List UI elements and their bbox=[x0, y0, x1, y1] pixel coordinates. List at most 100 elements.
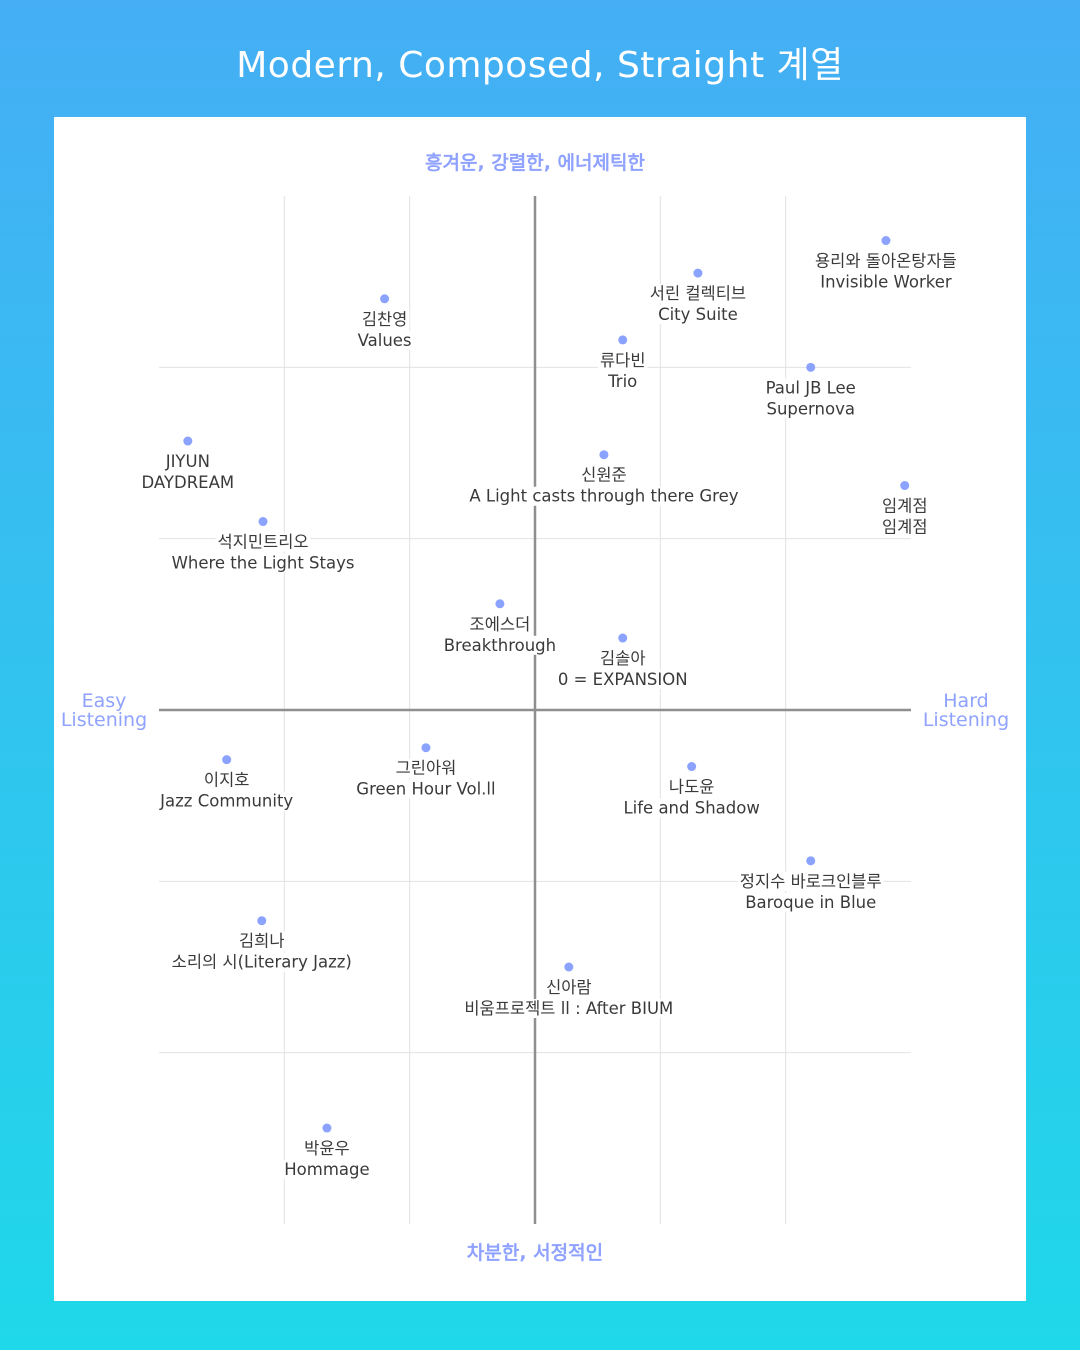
point-album-label: DAYDREAM bbox=[142, 473, 235, 492]
point-album-label: 0 = EXPANSION bbox=[558, 670, 688, 689]
point-marker bbox=[222, 755, 232, 765]
data-point[interactable]: 서린 컬렉티브 City Suite bbox=[647, 268, 749, 325]
label-background bbox=[743, 892, 879, 912]
point-marker bbox=[599, 450, 609, 460]
label-background bbox=[441, 635, 559, 655]
data-point[interactable]: 김솔아 0 = EXPANSION bbox=[555, 633, 690, 690]
data-point[interactable]: 조에스더 Breakthrough bbox=[441, 599, 559, 655]
label-background bbox=[737, 871, 884, 891]
point-artist-label: 박윤우 bbox=[304, 1139, 350, 1158]
label-background bbox=[656, 305, 740, 325]
point-artist-label: 신아람 bbox=[546, 978, 592, 997]
quadrant-chart: 흥겨운, 강렬한, 에너제틱한 차분한, 서정적인 Easy Listening… bbox=[61, 151, 1009, 1264]
point-artist-label: 김찬영 bbox=[362, 310, 408, 329]
label-background bbox=[555, 670, 690, 690]
label-background bbox=[215, 532, 311, 552]
point-album-label: City Suite bbox=[658, 305, 738, 324]
point-album-label: Supernova bbox=[766, 399, 854, 418]
chart-card: 흥겨운, 강렬한, 에너제틱한 차분한, 서정적인 Easy Listening… bbox=[54, 117, 1026, 1301]
point-marker bbox=[183, 436, 193, 446]
point-album-label: 소리의 시(Literary Jazz) bbox=[172, 953, 352, 972]
point-marker bbox=[564, 962, 574, 972]
point-album-label: A Light casts through there Grey bbox=[469, 487, 738, 506]
data-points: 용리와 돌아온탕자들 Invisible Worker 서린 컬렉티브 City Su… bbox=[139, 236, 959, 1180]
point-marker bbox=[618, 633, 628, 643]
point-artist-label: 임계점 bbox=[882, 497, 928, 516]
label-background bbox=[354, 779, 498, 799]
data-point[interactable]: 신원준 A Light casts through there Grey bbox=[467, 450, 741, 506]
point-artist-label: 김솔아 bbox=[600, 649, 646, 668]
point-marker bbox=[881, 236, 891, 246]
label-background bbox=[763, 378, 858, 398]
point-artist-label: 그린아워 bbox=[396, 759, 457, 778]
label-background bbox=[467, 614, 533, 634]
point-album-label: Jazz Community bbox=[159, 792, 293, 811]
data-point[interactable]: 용리와 돌아온탕자들 Invisible Worker bbox=[812, 236, 959, 292]
axis-label-left-line2: Listening bbox=[61, 709, 147, 731]
label-background bbox=[139, 473, 237, 493]
label-background bbox=[355, 330, 414, 350]
data-point[interactable]: JIYUN DAYDREAM bbox=[139, 436, 237, 493]
data-point[interactable]: 류다빈 Trio bbox=[597, 335, 648, 391]
label-background bbox=[666, 777, 717, 797]
axes bbox=[159, 196, 911, 1224]
point-artist-label: 정지수 바로크인블루 bbox=[740, 872, 882, 891]
point-album-label: Invisible Worker bbox=[820, 273, 952, 292]
label-background bbox=[579, 465, 629, 485]
point-marker bbox=[806, 362, 816, 372]
data-point[interactable]: 김찬영 Values bbox=[355, 294, 414, 350]
label-background bbox=[282, 1160, 372, 1180]
data-point[interactable]: Paul JB Lee Supernova bbox=[763, 362, 858, 419]
point-marker bbox=[900, 481, 910, 491]
point-marker bbox=[322, 1123, 332, 1133]
label-background bbox=[169, 952, 354, 972]
label-background bbox=[621, 798, 762, 818]
point-artist-label: 조에스더 bbox=[470, 615, 531, 634]
label-background bbox=[462, 999, 676, 1018]
data-point[interactable]: 정지수 바로크인블루 Baroque in Blue bbox=[737, 856, 884, 912]
point-artist-label: 류다빈 bbox=[600, 351, 646, 370]
point-album-label: 비움프로젝트 ll : After BIUM bbox=[464, 999, 673, 1018]
point-marker bbox=[618, 335, 628, 345]
point-album-label: Values bbox=[358, 331, 412, 350]
point-album-label: 임계점 bbox=[882, 518, 928, 537]
point-artist-label: 나도윤 bbox=[669, 778, 715, 797]
label-background bbox=[647, 284, 749, 304]
label-background bbox=[879, 517, 930, 537]
axis-label-top: 흥겨운, 강렬한, 에너제틱한 bbox=[425, 151, 645, 174]
point-marker bbox=[687, 762, 697, 772]
label-background bbox=[597, 350, 648, 370]
label-background bbox=[393, 758, 459, 778]
point-artist-label: 김희나 bbox=[239, 932, 285, 951]
point-album-label: Breakthrough bbox=[444, 636, 556, 655]
label-background bbox=[812, 251, 959, 271]
data-point[interactable]: 석지민트리오 Where the Light Stays bbox=[169, 517, 357, 573]
point-artist-label: 용리와 돌아온탕자들 bbox=[815, 252, 957, 271]
point-artist-label: 서린 컬렉티브 bbox=[650, 284, 746, 303]
label-background bbox=[302, 1139, 352, 1159]
point-album-label: Green Hour Vol.ll bbox=[356, 780, 495, 799]
point-artist-label: 신원준 bbox=[581, 466, 627, 485]
point-marker bbox=[495, 599, 505, 609]
label-background bbox=[467, 486, 741, 506]
axis-label-bottom: 차분한, 서정적인 bbox=[467, 1242, 603, 1264]
label-background bbox=[157, 791, 296, 811]
axis-label-right-line1: Hard bbox=[943, 690, 988, 712]
label-background bbox=[818, 272, 954, 292]
label-background bbox=[879, 496, 930, 516]
data-point[interactable]: 이지호 Jazz Community bbox=[157, 755, 296, 811]
point-marker bbox=[693, 268, 703, 278]
point-artist-label: Paul JB Lee bbox=[766, 378, 856, 397]
data-point[interactable]: 그린아워 Green Hour Vol.ll bbox=[354, 743, 498, 799]
point-album-label: Baroque in Blue bbox=[745, 893, 876, 912]
label-background bbox=[236, 931, 287, 951]
label-background bbox=[764, 399, 857, 419]
data-point[interactable]: 박윤우 Hommage bbox=[282, 1123, 372, 1180]
label-background bbox=[201, 770, 252, 790]
point-artist-label: 석지민트리오 bbox=[217, 533, 308, 552]
point-marker bbox=[257, 916, 267, 926]
data-point[interactable]: 나도윤 Life and Shadow bbox=[621, 762, 762, 818]
